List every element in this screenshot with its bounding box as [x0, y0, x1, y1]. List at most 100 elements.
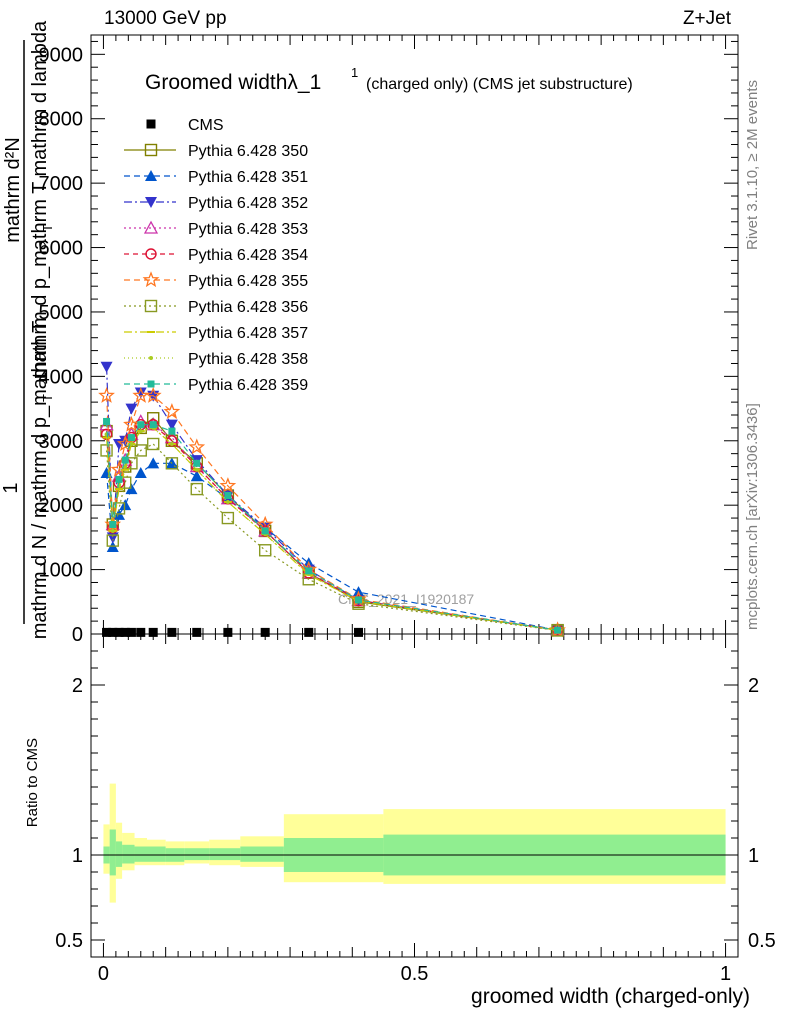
legend-label: Pythia 6.428 354: [188, 247, 308, 264]
x-tick-label: 1: [720, 963, 731, 985]
legend-entry: Pythia 6.428 353: [124, 220, 308, 238]
data-point: [129, 441, 134, 446]
data-point: [109, 521, 117, 529]
y-label-denominator-sub: T: [40, 224, 55, 232]
y-tick-label: 8000: [39, 109, 84, 131]
legend-entry: Pythia 6.428 355: [124, 271, 308, 290]
ratio-y-tick-label-left: 2: [72, 675, 83, 697]
data-point: [551, 624, 564, 637]
legend-label: Pythia 6.428 358: [188, 351, 308, 368]
legend-entry: Pythia 6.428 352: [124, 195, 308, 212]
x-tick-label: 0: [98, 963, 109, 985]
legend-entry: Pythia 6.428 356: [124, 299, 308, 316]
y-tick-label: 6000: [39, 238, 84, 260]
data-point: [169, 441, 174, 446]
series-0: [102, 627, 364, 637]
x-tick-label: 0.5: [401, 963, 429, 985]
y-tick-label: 0: [72, 624, 83, 646]
data-point: [144, 386, 162, 403]
data-point: [143, 220, 159, 234]
legend-label: Pythia 6.428 350: [188, 143, 308, 160]
series-3: [100, 361, 564, 637]
data-point: [148, 627, 158, 637]
y-tick-label: 3000: [39, 431, 84, 453]
data-point: [134, 466, 147, 478]
chart-title-superscript: 1: [351, 65, 358, 80]
data-point: [121, 456, 129, 464]
legend-label: Pythia 6.428 355: [188, 273, 308, 290]
data-point: [114, 627, 124, 637]
y-label-denominator: mathrm d p_mathrm T mathrm d lambda: [29, 20, 51, 379]
data-point: [163, 402, 181, 419]
data-point: [126, 627, 136, 637]
y-tick-label: 5000: [39, 302, 84, 324]
data-point: [146, 119, 156, 129]
data-point: [123, 464, 128, 469]
series-line: [106, 424, 558, 631]
data-point: [165, 457, 179, 470]
series-line: [106, 417, 558, 631]
data-point: [149, 356, 153, 360]
ratio-y-axis-label: Ratio to CMS: [24, 738, 41, 827]
ratio-y-tick-label-right: 0.5: [748, 930, 776, 952]
data-point: [137, 421, 145, 429]
data-point: [554, 626, 562, 634]
series-line: [106, 462, 558, 631]
ratio-y-tick-label-left: 0.5: [55, 930, 83, 952]
data-point: [354, 627, 364, 637]
y-label-prefactor: 1: [0, 482, 22, 493]
data-point: [138, 429, 143, 434]
legend: CMS Pythia 6.428 350 Pythia 6.428 351 Pythi…: [124, 117, 308, 394]
ratio-inner-band-bin: [134, 846, 147, 862]
legend-entry: Pythia 6.428 358: [124, 351, 308, 368]
ratio-inner-band-bin: [146, 846, 166, 862]
data-point: [116, 435, 134, 452]
legend-entry: Pythia 6.428 351: [124, 169, 308, 186]
y-tick-label: 2000: [39, 495, 84, 517]
ratio-inner-band-bin: [109, 829, 116, 876]
legend-entry: Pythia 6.428 359: [124, 377, 308, 394]
data-point: [190, 482, 203, 496]
data-point: [106, 532, 119, 544]
ratio-bands: [103, 783, 726, 903]
data-point: [193, 459, 201, 467]
data-point: [103, 417, 111, 425]
data-point: [192, 627, 202, 637]
series-4: [99, 414, 565, 636]
series-line: [106, 421, 558, 631]
data-point: [147, 457, 160, 469]
data-point: [125, 483, 138, 495]
series-10: [103, 417, 562, 634]
x-axis-label: groomed width (charged-only): [471, 985, 750, 1008]
legend-label: Pythia 6.428 351: [188, 169, 308, 186]
y-label-prefactor-denominator: mathrm d N / mathrm d p_mathrm T: [29, 321, 51, 640]
ratio-inner-band-bin: [209, 848, 241, 861]
y-label-numerator: mathrm d²N: [2, 137, 24, 243]
mcplots-label: mcplots.cern.ch [arXiv:1306.3436]: [744, 403, 761, 630]
ratio-y-axis: 0.5 0.5 1 1 2 2 Ratio to CMS: [24, 650, 776, 952]
legend-label: Pythia 6.428 359: [188, 377, 308, 394]
legend-label: Pythia 6.428 352: [188, 195, 308, 212]
data-point: [190, 470, 203, 482]
data-point: [112, 502, 126, 515]
series-2: [100, 457, 564, 636]
legend-label: Pythia 6.428 353: [188, 221, 308, 238]
data-point: [110, 528, 115, 533]
legend-entry: Pythia 6.428 357: [124, 325, 308, 342]
header-process-label: Z+Jet: [682, 8, 731, 29]
data-point: [100, 361, 113, 373]
main-y-axis: 0 1000 2000 3000 4000 5000 6000 7000 8000 9000: [39, 40, 738, 646]
ratio-y-tick-label-left: 1: [72, 845, 83, 867]
data-point: [125, 403, 138, 415]
ratio-inner-band-bin: [240, 846, 284, 862]
chart-title-main: Groomed widthλ_1: [145, 71, 321, 94]
data-point: [145, 197, 157, 208]
data-point: [223, 627, 233, 637]
main-y-axis-label: 1 mathrm d N / mathrm d p_mathrm T Tmathrm…: [0, 20, 55, 639]
data-point: [120, 627, 130, 637]
data-point: [168, 427, 176, 435]
data-point: [219, 477, 237, 493]
data-point: [167, 627, 177, 637]
data-point: [305, 567, 313, 575]
